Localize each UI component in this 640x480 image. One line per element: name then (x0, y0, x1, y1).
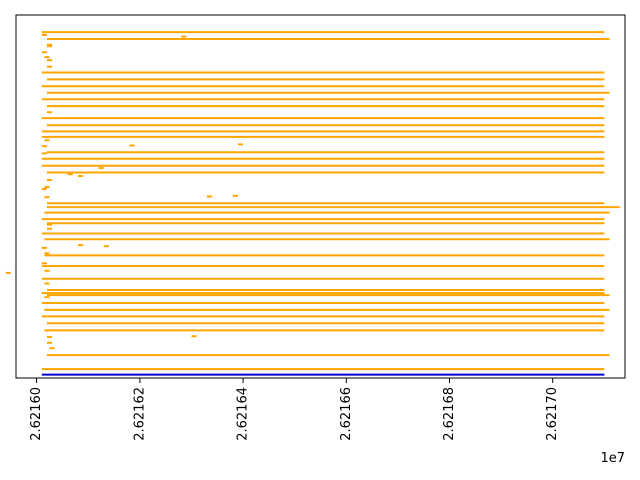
x-tick-label-5: 2.62170 (545, 387, 560, 441)
x-offset-label: 1e7 (600, 451, 625, 466)
x-tick-label-2: 2.62164 (236, 387, 251, 441)
x-tick-label-1: 2.62162 (132, 387, 147, 441)
x-tick-label-4: 2.62168 (442, 387, 457, 441)
x-tick-label-0: 2.62160 (29, 387, 44, 441)
x-tick-label-3: 2.62166 (339, 387, 354, 441)
